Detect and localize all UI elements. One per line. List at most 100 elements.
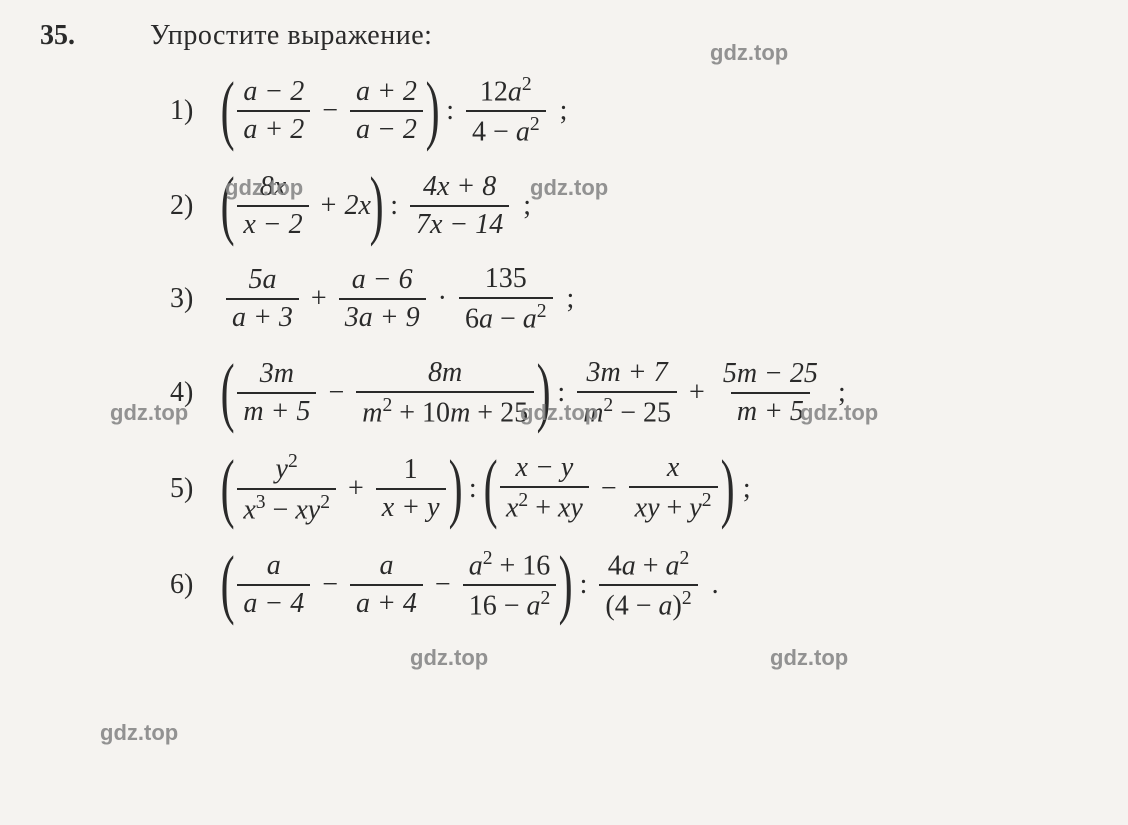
semicolon: ;: [567, 283, 575, 315]
denominator: xy + y2: [629, 486, 718, 526]
fraction: y2 x3 − xy2: [237, 449, 336, 528]
numerator: a − 6: [346, 262, 419, 298]
divide-op: :: [469, 473, 477, 505]
item-number: 5): [170, 473, 210, 505]
denominator: 7x − 14: [410, 205, 509, 243]
item-6: 6) ( a a − 4 − a a + 4 − a2 + 16 16 − a2…: [170, 546, 1088, 625]
fraction: 8m m2 + 10m + 25: [356, 355, 534, 431]
denominator: a + 2: [237, 110, 310, 148]
item-number: 1): [170, 95, 210, 127]
left-paren-icon: (: [221, 175, 235, 237]
plus-op: +: [689, 377, 705, 409]
plus-op: +: [348, 473, 364, 505]
title: Упростите выражение:: [150, 20, 1088, 52]
denominator: m2 − 25: [577, 391, 677, 431]
item-1: 1) ( a − 2 a + 2 − a + 2 a − 2 ) : 12a2 …: [170, 72, 1088, 151]
numerator: a + 2: [350, 74, 423, 110]
numerator: 5m − 25: [717, 356, 824, 392]
denominator: 6a − a2: [459, 297, 553, 337]
item-2: 2) ( 8x x − 2 + 2x ) : 4x + 8 7x − 14 ;: [170, 169, 1088, 243]
minus-op: −: [601, 473, 617, 505]
item-number: 4): [170, 377, 210, 409]
fraction: 8x x − 2: [237, 169, 308, 243]
numerator: 4x + 8: [417, 169, 502, 205]
minus-op: −: [322, 95, 338, 127]
denominator: a + 3: [226, 298, 299, 336]
watermark: gdz.top: [100, 720, 178, 746]
numerator: a2 + 16: [463, 546, 557, 584]
denominator: a + 4: [350, 584, 423, 622]
fraction: a − 6 3a + 9: [339, 262, 426, 336]
left-paren-icon: (: [221, 554, 235, 616]
fraction: 4a + a2 (4 − a)2: [599, 546, 697, 625]
semicolon: ;: [523, 190, 531, 222]
numerator: x − y: [510, 450, 580, 486]
numerator: 3m + 7: [581, 355, 674, 391]
left-paren-icon: (: [221, 458, 235, 520]
fraction: 1 x + y: [376, 452, 446, 526]
plus-op: +: [311, 283, 327, 315]
numerator: 8m: [422, 355, 468, 391]
numerator: y2: [270, 449, 304, 487]
term: 2x: [344, 190, 370, 222]
denominator: (4 − a)2: [599, 584, 697, 624]
fraction: a a − 4: [237, 548, 310, 622]
item-number: 3): [170, 283, 210, 315]
divide-op: :: [557, 377, 565, 409]
minus-op: −: [322, 569, 338, 601]
numerator: a: [373, 548, 399, 584]
numerator: 8x: [254, 169, 292, 205]
minus-op: −: [328, 377, 344, 409]
denominator: 4 − a2: [466, 110, 546, 150]
fraction: x − y x2 + xy: [500, 450, 589, 526]
denominator: 16 − a2: [463, 584, 557, 624]
problem-number: 35.: [40, 20, 75, 52]
fraction: a − 2 a + 2: [237, 74, 310, 148]
item-4: 4) ( 3m m + 5 − 8m m2 + 10m + 25 ) : 3m …: [170, 355, 1088, 431]
right-paren-icon: ): [448, 458, 462, 520]
item-3: 3) 5a a + 3 + a − 6 3a + 9 · 135 6a − a2…: [170, 261, 1088, 337]
fraction: 5m − 25 m + 5: [717, 356, 824, 430]
fraction: 4x + 8 7x − 14: [410, 169, 509, 243]
numerator: 1: [398, 452, 424, 488]
fraction: x xy + y2: [629, 450, 718, 526]
fraction: a a + 4: [350, 548, 423, 622]
numerator: a: [261, 548, 287, 584]
plus-op: +: [321, 190, 337, 222]
numerator: x: [661, 450, 685, 486]
denominator: a − 4: [237, 584, 310, 622]
semicolon: ;: [838, 377, 846, 409]
denominator: m + 5: [237, 392, 316, 430]
left-paren-icon: (: [483, 458, 497, 520]
fraction: 3m m + 5: [237, 356, 316, 430]
fraction: 12a2 4 − a2: [466, 72, 546, 151]
denominator: 3a + 9: [339, 298, 426, 336]
denominator: x3 − xy2: [237, 488, 336, 528]
period: .: [712, 569, 719, 601]
denominator: x2 + xy: [500, 486, 589, 526]
fraction: a + 2 a − 2: [350, 74, 423, 148]
numerator: 3m: [254, 356, 300, 392]
right-paren-icon: ): [720, 458, 734, 520]
item-number: 2): [170, 190, 210, 222]
denominator: x + y: [376, 488, 446, 526]
right-paren-icon: ): [559, 554, 573, 616]
fraction: 135 6a − a2: [459, 261, 553, 337]
right-paren-icon: ): [537, 362, 551, 424]
numerator: 135: [479, 261, 533, 297]
numerator: 4a + a2: [602, 546, 696, 584]
page: 35. Упростите выражение: 1) ( a − 2 a + …: [0, 0, 1128, 663]
numerator: 5a: [242, 262, 282, 298]
semicolon: ;: [560, 95, 568, 127]
minus-op: −: [435, 569, 451, 601]
fraction: 3m + 7 m2 − 25: [577, 355, 677, 431]
multiply-op: ·: [438, 283, 447, 315]
denominator: m2 + 10m + 25: [356, 391, 534, 431]
denominator: m + 5: [731, 392, 810, 430]
denominator: a − 2: [350, 110, 423, 148]
right-paren-icon: ): [426, 81, 440, 143]
right-paren-icon: ): [370, 175, 384, 237]
numerator: a − 2: [237, 74, 310, 110]
fraction: 5a a + 3: [226, 262, 299, 336]
denominator: x − 2: [237, 205, 308, 243]
